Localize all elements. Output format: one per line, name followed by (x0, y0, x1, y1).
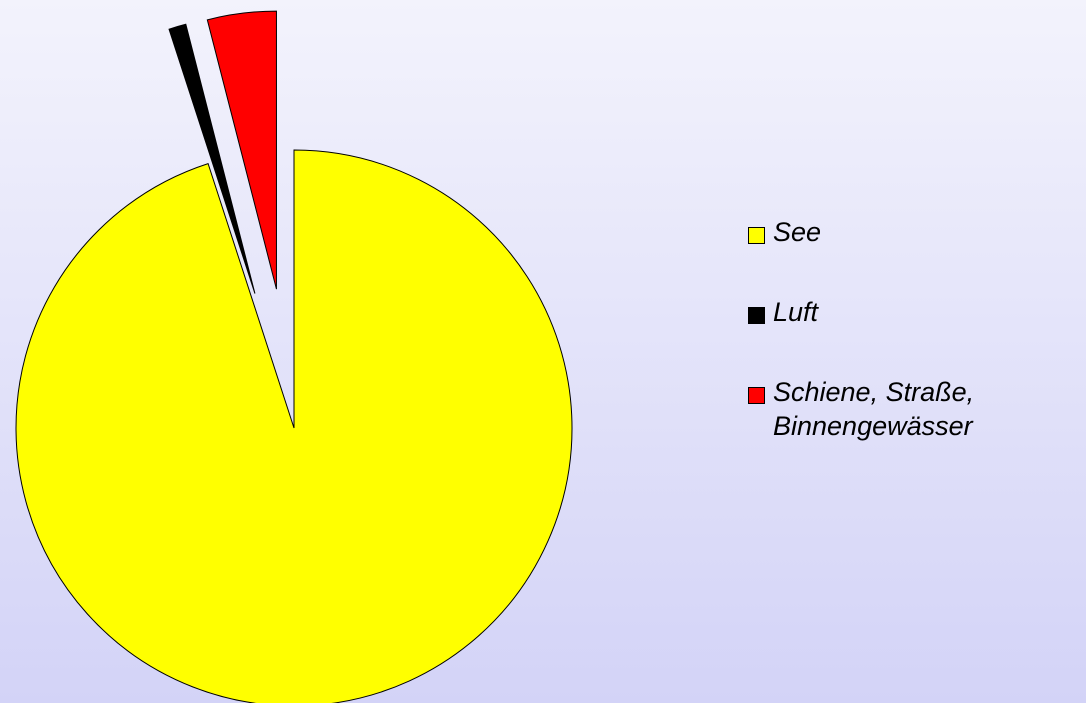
pie-slice (15, 149, 573, 703)
legend-item: See (748, 215, 1063, 249)
legend-label: See (773, 217, 822, 247)
pie-slice (168, 23, 256, 294)
legend-swatch (748, 307, 765, 324)
legend-item: Luft (748, 295, 1063, 329)
legend-item: Schiene, Straße, Binnengewässer (748, 375, 1063, 443)
legend-label: Luft (773, 297, 819, 327)
pie-slice (206, 10, 277, 290)
legend: See Luft Schiene, Straße, Binnengewässer (748, 215, 1063, 489)
legend-label: Schiene, Straße, Binnengewässer (773, 377, 975, 441)
legend-swatch (748, 227, 765, 244)
legend-swatch (748, 387, 765, 404)
